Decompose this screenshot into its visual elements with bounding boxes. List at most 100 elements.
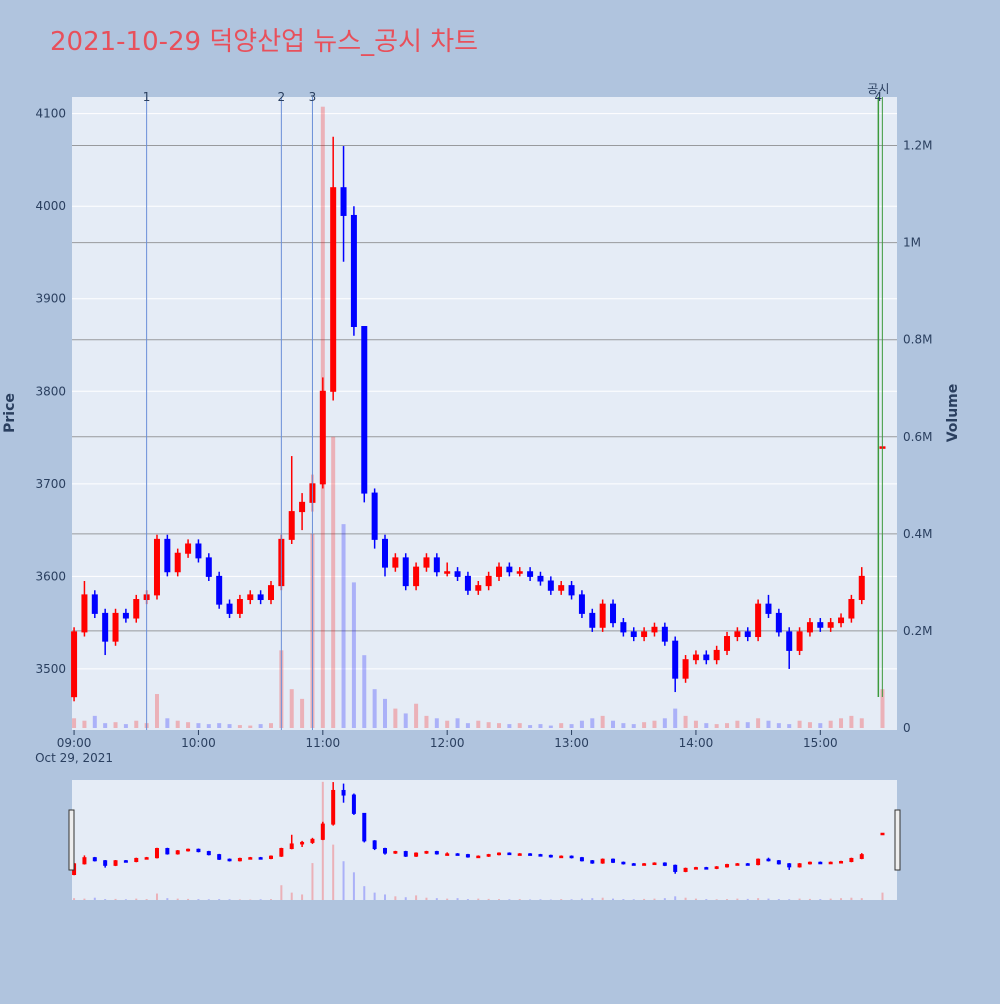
slider-handle[interactable] — [69, 810, 74, 870]
slider-volume — [425, 898, 427, 900]
candle-body — [383, 539, 388, 567]
slider-candle-body — [207, 852, 210, 855]
slider-volume — [767, 899, 769, 900]
volume-bar — [207, 724, 211, 728]
slider-volume — [260, 899, 262, 900]
x-tick-label: 14:00 — [679, 736, 714, 750]
volume-bar — [300, 699, 304, 728]
candle-body — [693, 655, 698, 660]
slider-volume — [166, 898, 168, 900]
slider-volume — [415, 895, 417, 900]
slider-candle-body — [249, 858, 252, 860]
y2-axis-title: Volume — [945, 384, 961, 443]
slider-candle-body — [860, 855, 863, 859]
slider-volume — [270, 899, 272, 900]
candle-body — [528, 572, 533, 577]
slider-candle-body — [228, 859, 231, 861]
slider-candle-body — [612, 859, 615, 862]
volume-bar — [269, 723, 273, 728]
candle-body — [818, 623, 823, 628]
volume-bar — [124, 724, 128, 728]
y2-tick-label: 0.4M — [903, 527, 932, 541]
volume-bar — [352, 582, 356, 728]
slider-candle-body — [663, 863, 666, 865]
slider-candle-body — [124, 861, 127, 863]
candle-body — [590, 613, 595, 627]
candle-body — [331, 188, 336, 392]
volume-bar — [580, 721, 584, 728]
candle-body — [579, 595, 584, 614]
candle-body — [82, 595, 87, 632]
slider-candle-body — [114, 861, 117, 866]
candle-body — [113, 613, 118, 641]
slider-candle-body — [819, 862, 822, 864]
candle-body — [807, 623, 812, 632]
volume-bar — [424, 716, 428, 728]
candle-body — [320, 391, 325, 484]
candle-body — [735, 632, 740, 637]
candle-body — [217, 576, 222, 604]
candle-body — [175, 553, 180, 572]
candle-body — [165, 539, 170, 571]
slider-candle-body — [435, 852, 438, 854]
slider-candle-body — [238, 858, 241, 860]
slider-candle-body — [591, 861, 594, 863]
slider-candle-body — [632, 864, 635, 866]
volume-bar — [621, 723, 625, 728]
slider-candle-body — [218, 855, 221, 860]
volume-bar — [342, 524, 346, 728]
slider-candle-body — [145, 858, 148, 860]
volume-bar — [766, 721, 770, 728]
candle-body — [445, 572, 450, 574]
slider-candle-body — [456, 854, 459, 856]
volume-bar — [652, 721, 656, 728]
candle-body — [341, 188, 346, 216]
slider-volume — [125, 899, 127, 900]
slider-volume — [602, 898, 604, 900]
slider-volume — [653, 899, 655, 900]
slider-candle-body — [404, 852, 407, 857]
slider-candle-body — [280, 849, 283, 857]
slider-volume — [384, 894, 386, 900]
slider-candle-body — [466, 855, 469, 857]
candle-body — [652, 627, 657, 632]
candle-body — [704, 655, 709, 660]
volume-bar — [818, 723, 822, 728]
candle-body — [372, 493, 377, 539]
slider-volume — [705, 899, 707, 900]
slider-handle[interactable] — [895, 810, 900, 870]
volume-bar — [518, 723, 522, 728]
volume-bar — [290, 689, 294, 728]
slider-volume — [218, 899, 220, 900]
candle-body — [828, 623, 833, 628]
slider-volume — [612, 899, 614, 900]
slider-candle-body — [83, 858, 86, 864]
x-tick-label: 10:00 — [181, 736, 216, 750]
y2-tick-label: 1.2M — [903, 139, 932, 153]
y-tick-label: 4000 — [35, 199, 66, 213]
slider-candle-body — [332, 790, 335, 824]
slider-candle-body — [653, 863, 656, 865]
slider-candle-body — [622, 862, 625, 864]
slider-volume — [363, 886, 365, 900]
x-tick-label: 11:00 — [306, 736, 341, 750]
candle-body — [393, 558, 398, 567]
candle-body — [725, 637, 730, 651]
candle-body — [548, 581, 553, 590]
slider-volume — [778, 899, 780, 900]
slider-volume — [685, 898, 687, 900]
volume-bar — [165, 718, 169, 728]
slider-volume — [881, 893, 883, 900]
volume-bar — [196, 723, 200, 728]
candle-body — [714, 650, 719, 659]
volume-bar — [362, 655, 366, 728]
volume-bar — [259, 724, 263, 728]
slider-candle-body — [757, 859, 760, 864]
range-slider[interactable] — [72, 780, 897, 900]
volume-bar — [849, 716, 853, 728]
candle-body — [465, 576, 470, 590]
candle-body — [455, 572, 460, 577]
slider-candle-body — [726, 865, 729, 867]
y2-tick-label: 0 — [903, 721, 911, 735]
